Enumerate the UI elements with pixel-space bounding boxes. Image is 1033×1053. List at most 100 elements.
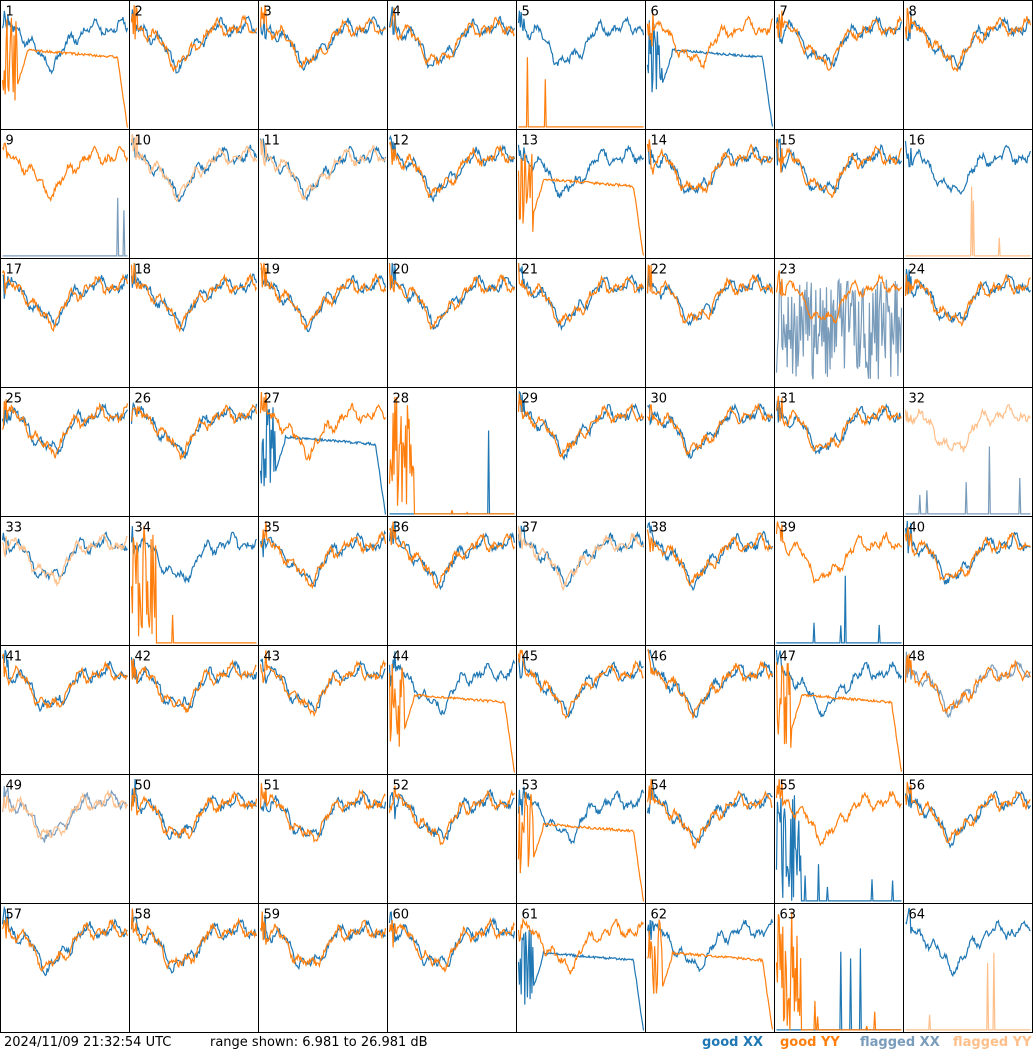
series-yy-good <box>1 17 129 128</box>
series-xx-good <box>259 403 387 515</box>
spectrum-panel-48: 48 <box>903 645 1033 775</box>
spectrum-panel-34: 34 <box>129 516 259 646</box>
series-yy-flagged <box>904 404 1031 453</box>
panel-label: 51 <box>264 779 281 794</box>
spectrum-panel-58: 58 <box>129 903 259 1033</box>
panel-frame <box>903 258 1033 388</box>
spectrum-panel-26: 26 <box>129 387 259 517</box>
series-yy-good <box>1 917 129 973</box>
panel-label: 42 <box>135 650 152 665</box>
series-yy-good <box>775 778 902 847</box>
series-yy-good <box>775 521 902 584</box>
panel-frame <box>129 903 259 1033</box>
legend-good-yy: good YY <box>780 1035 840 1050</box>
series-xx-good <box>388 520 516 591</box>
panel-frame <box>258 516 388 646</box>
spectrum-panel-46: 46 <box>645 645 775 775</box>
panel-frame <box>645 903 775 1033</box>
series-yy-good <box>904 274 1031 328</box>
panel-frame <box>387 387 517 517</box>
series-yy-good <box>130 787 258 840</box>
spectrum-panel-49: 49 <box>0 774 130 904</box>
series-xx-good <box>775 138 903 194</box>
panel-label: 60 <box>393 908 410 923</box>
spectrum-panel-56: 56 <box>903 774 1033 904</box>
spectrum-panel-19: 19 <box>258 258 388 388</box>
series-xx-good <box>517 786 645 845</box>
spectrum-panel-13: 13 <box>516 129 646 259</box>
series-xx-good <box>130 657 258 710</box>
panel-label: 8 <box>909 5 917 20</box>
series-yy-good <box>646 778 773 850</box>
panel-frame <box>0 516 130 646</box>
panel-label: 4 <box>393 5 401 20</box>
series-yy-good <box>389 7 515 67</box>
series-xx-good <box>259 16 387 71</box>
spectrum-panel-51: 51 <box>258 774 388 904</box>
panel-frame <box>129 258 259 388</box>
panel-frame <box>387 645 517 775</box>
panel-label: 6 <box>651 5 659 20</box>
panel-label: 40 <box>909 521 926 536</box>
series-yy-good <box>646 264 774 325</box>
panel-label: 44 <box>393 650 410 665</box>
spectrum-panel-53: 53 <box>516 774 646 904</box>
spectrum-panel-28: 28 <box>387 387 517 517</box>
spectrum-panel-44: 44 <box>387 645 517 775</box>
panel-frame <box>0 903 130 1033</box>
panel-frame <box>129 645 259 775</box>
series-xx-good <box>130 134 258 202</box>
panel-label: 39 <box>780 521 797 536</box>
panel-frame <box>903 387 1033 517</box>
panel-label: 35 <box>264 521 281 536</box>
series-yy-good <box>646 919 774 1030</box>
series-yy-good <box>259 391 387 462</box>
series-yy-good <box>517 917 644 975</box>
series-xx-flagged <box>2 197 128 257</box>
panel-frame <box>903 0 1033 130</box>
spectrum-panel-63: 63 <box>774 903 904 1033</box>
panel-label: 32 <box>909 392 926 407</box>
spectrum-panel-9: 9 <box>0 129 130 259</box>
panel-frame <box>516 645 646 775</box>
panel-label: 5 <box>522 5 530 20</box>
legend-good-xx: good XX <box>702 1035 764 1050</box>
panel-label: 20 <box>393 263 410 278</box>
panel-frame <box>645 387 775 517</box>
series-yy-flagged <box>905 952 1031 1031</box>
panel-frame <box>258 0 388 130</box>
series-xx-good <box>259 138 387 202</box>
range-text: range shown: 6.981 to 26.981 dB <box>210 1035 428 1050</box>
panel-frame <box>516 903 646 1033</box>
panel-frame <box>903 774 1033 904</box>
panel-label: 52 <box>393 779 410 794</box>
series-yy-good <box>904 527 1031 582</box>
footer-bar: 2024/11/09 21:32:54 UTC range shown: 6.9… <box>0 1033 1033 1053</box>
panel-frame <box>387 516 517 646</box>
series-yy-good <box>775 662 903 772</box>
spectrum-panel-45: 45 <box>516 645 646 775</box>
panel-frame <box>516 516 646 646</box>
series-yy-good <box>1 142 129 203</box>
panel-frame <box>258 645 388 775</box>
series-yy-flagged <box>905 186 1031 257</box>
spectrum-panel-15: 15 <box>774 129 904 259</box>
panel-frame <box>516 258 646 388</box>
spectrum-panel-57: 57 <box>0 903 130 1033</box>
spectrum-panel-25: 25 <box>0 387 130 517</box>
panel-label: 2 <box>135 5 143 20</box>
series-yy-good <box>388 785 516 846</box>
panel-label: 36 <box>393 521 410 536</box>
series-yy-good <box>388 917 516 973</box>
spectrum-panel-43: 43 <box>258 645 388 775</box>
panel-label: 34 <box>135 521 152 536</box>
series-xx-good <box>905 907 1031 978</box>
spectrum-panel-10: 10 <box>129 129 259 259</box>
series-xx-good <box>904 268 1032 324</box>
series-yy-good <box>259 521 387 590</box>
series-yy-good <box>259 911 387 969</box>
series-yy-good <box>1 399 129 459</box>
spectrum-panel-14: 14 <box>645 129 775 259</box>
spectrum-panel-23: 23 <box>774 258 904 388</box>
panel-label: 57 <box>6 908 23 923</box>
